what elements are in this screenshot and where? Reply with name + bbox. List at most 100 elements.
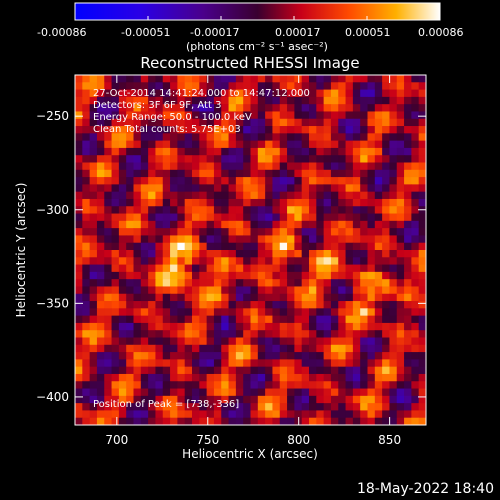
heatmap-cell	[140, 293, 149, 302]
heatmap-cell	[309, 162, 317, 171]
heatmap-cell	[162, 104, 171, 112]
heatmap-cell	[396, 410, 405, 419]
heatmap-cell	[213, 118, 222, 127]
heatmap-cell	[250, 337, 259, 346]
heatmap-cell	[279, 140, 288, 149]
heatmap-cell	[228, 286, 237, 295]
heatmap-cell	[352, 89, 361, 98]
heatmap-cell	[404, 213, 412, 222]
heatmap-cell	[96, 242, 105, 251]
heatmap-cell	[228, 184, 237, 193]
heatmap-cell	[140, 257, 149, 265]
heatmap-cell	[133, 242, 142, 251]
heatmap-cell	[96, 104, 105, 112]
heatmap-cell	[235, 279, 244, 287]
heatmap-cell	[411, 337, 420, 346]
heatmap-cell	[235, 344, 244, 353]
heatmap-cell	[301, 395, 310, 404]
heatmap-cell	[184, 177, 193, 185]
heatmap-cell	[192, 250, 200, 258]
heatmap-cell	[75, 271, 83, 280]
heatmap-cell	[155, 330, 164, 338]
heatmap-cell	[126, 322, 134, 331]
heatmap-cell	[133, 271, 142, 280]
heatmap-cell	[272, 315, 281, 324]
heatmap-cell	[243, 242, 251, 251]
heatmap-cell	[294, 111, 303, 120]
heatmap-cell	[287, 96, 295, 105]
heatmap-cell	[221, 155, 229, 163]
heatmap-cell	[118, 184, 127, 193]
heatmap-cell	[418, 220, 427, 229]
heatmap-cell	[155, 250, 164, 258]
heatmap-cell	[140, 373, 149, 382]
heatmap-cell	[338, 89, 346, 98]
heatmap-cell	[250, 403, 259, 411]
heatmap-cell	[206, 381, 215, 389]
heatmap-cell	[104, 337, 112, 346]
heatmap-cell	[338, 155, 346, 163]
heatmap-cell	[126, 111, 134, 120]
heatmap-cell	[360, 373, 368, 382]
heatmap-cell	[82, 366, 91, 375]
heatmap-cell	[126, 198, 134, 207]
heatmap-cell	[309, 301, 317, 309]
heatmap-cell	[148, 359, 156, 368]
heatmap-cell	[140, 250, 149, 258]
heatmap-cell	[345, 344, 354, 353]
heatmap-cell	[111, 177, 120, 185]
heatmap-cell	[221, 96, 229, 105]
heatmap-cell	[89, 147, 98, 156]
heatmap-cell	[118, 140, 127, 149]
heatmap-cell	[272, 373, 281, 382]
heatmap-cell	[367, 235, 376, 244]
heatmap-cell	[170, 184, 178, 193]
heatmap-cell	[374, 271, 383, 280]
heatmap-cell	[323, 330, 332, 338]
heatmap-cell	[367, 344, 376, 353]
heatmap-cell	[389, 140, 398, 149]
heatmap-cell	[309, 111, 317, 120]
heatmap-cell	[279, 373, 288, 382]
heatmap-cell	[192, 213, 200, 222]
heatmap-cell	[382, 352, 390, 360]
heatmap-cell	[213, 89, 222, 98]
y-axis: −250−300−350−400	[36, 109, 426, 404]
heatmap-cell	[404, 359, 412, 368]
heatmap-cell	[126, 257, 134, 265]
heatmap-cell	[96, 293, 105, 302]
heatmap-cell	[213, 315, 222, 324]
heatmap-cell	[382, 373, 390, 382]
heatmap-cell	[155, 417, 164, 426]
heatmap-cell	[316, 177, 325, 185]
heatmap-cell	[330, 111, 339, 120]
heatmap-cell	[345, 257, 354, 265]
heatmap-cell	[309, 184, 317, 193]
heatmap-cell	[243, 322, 251, 331]
heatmap-cell	[374, 417, 383, 426]
heatmap-cell	[367, 206, 376, 214]
heatmap-cell	[206, 162, 215, 171]
heatmap-cell	[272, 220, 281, 229]
heatmap-cell	[404, 155, 412, 163]
heatmap-cell	[301, 198, 310, 207]
heatmap-cell	[192, 286, 200, 295]
heatmap-cell	[184, 410, 193, 419]
heatmap-cell	[155, 301, 164, 309]
heatmap-cell	[411, 410, 420, 419]
heatmap-cell	[111, 286, 120, 295]
heatmap-cell	[199, 271, 208, 280]
heatmap-cell	[96, 373, 105, 382]
heatmap-cell	[170, 308, 178, 317]
heatmap-cell	[309, 264, 317, 273]
heatmap-cell	[148, 82, 156, 90]
heatmap-cell	[89, 417, 98, 426]
heatmap-cell	[162, 279, 171, 287]
heatmap-cell	[396, 126, 405, 134]
heatmap-cell	[309, 133, 317, 142]
heatmap-cell	[192, 177, 200, 185]
heatmap-cell	[367, 301, 376, 309]
heatmap-cell	[404, 228, 412, 236]
heatmap-cell	[360, 228, 368, 236]
heatmap-cell	[162, 184, 171, 193]
